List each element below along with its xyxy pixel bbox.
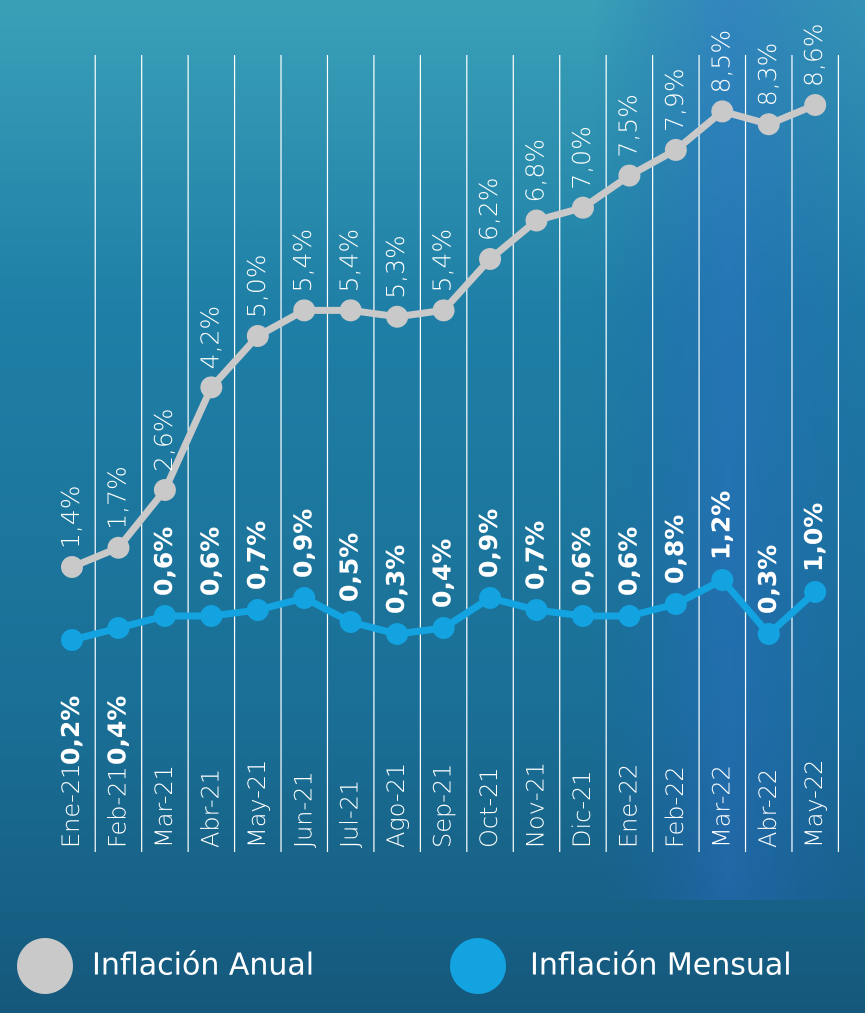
x-tick-label: Abr-21: [196, 769, 224, 848]
x-tick-label: May-21: [243, 760, 271, 848]
data-point: [386, 623, 408, 645]
value-label: 0,6%: [195, 527, 224, 596]
value-label: 0,3%: [381, 545, 410, 614]
x-tick-label: Feb-21: [103, 766, 131, 848]
data-point: [154, 479, 176, 501]
value-label: 4,2%: [195, 306, 224, 370]
value-label: 0,9%: [474, 509, 503, 578]
data-point: [572, 197, 594, 219]
data-point: [154, 605, 176, 627]
x-tick-label: Nov-21: [522, 762, 550, 848]
x-tick-label: Ago-21: [382, 763, 410, 848]
data-point: [293, 587, 315, 609]
x-tick-label: Ene-21: [57, 764, 85, 848]
x-tick-label: Jun-21: [289, 771, 317, 848]
value-label: 7,0%: [567, 126, 596, 190]
value-label: 0,4%: [102, 696, 131, 765]
x-tick-label: Mar-22: [707, 765, 735, 848]
data-point: [247, 599, 269, 621]
value-label: 0,4%: [428, 539, 457, 608]
value-label: 2,6%: [149, 408, 178, 472]
data-point: [572, 605, 594, 627]
value-label: 0,6%: [613, 527, 642, 596]
x-tick-label: Mar-21: [150, 765, 178, 848]
value-label: 6,2%: [474, 177, 503, 241]
data-point: [200, 605, 222, 627]
value-label: 7,5%: [613, 94, 642, 158]
x-tick-label: Abr-22: [754, 769, 782, 848]
data-point: [665, 593, 687, 615]
data-point: [61, 629, 83, 651]
data-point: [200, 376, 222, 398]
value-label: 0,2%: [56, 696, 85, 765]
data-point: [711, 569, 733, 591]
legend-label: Inflación Mensual: [530, 948, 792, 983]
value-label: 5,3%: [381, 235, 410, 299]
data-point: [804, 94, 826, 116]
data-point: [386, 306, 408, 328]
value-label: 0,6%: [149, 527, 178, 596]
data-point: [340, 299, 362, 321]
value-label: 0,5%: [335, 533, 364, 602]
value-label: 1,2%: [706, 491, 735, 560]
value-label: 1,7%: [102, 466, 131, 530]
value-label: 1,0%: [799, 503, 828, 572]
x-tick-label: May-22: [800, 760, 828, 848]
data-point: [618, 165, 640, 187]
data-point: [804, 581, 826, 603]
data-point: [618, 605, 640, 627]
value-label: 7,9%: [660, 68, 689, 132]
data-point: [433, 617, 455, 639]
value-label: 0,8%: [660, 515, 689, 584]
data-point: [247, 325, 269, 347]
value-label: 5,4%: [288, 229, 317, 293]
data-point: [711, 100, 733, 122]
value-label: 8,5%: [706, 30, 735, 94]
value-label: 8,6%: [799, 23, 828, 87]
data-point: [758, 623, 780, 645]
data-point: [758, 113, 780, 135]
value-label: 0,7%: [242, 521, 271, 590]
legend-swatch: [450, 938, 506, 994]
data-point: [526, 599, 548, 621]
x-tick-label: Feb-22: [661, 766, 689, 848]
value-label: 8,3%: [753, 43, 782, 107]
x-tick-label: Jul-21: [336, 780, 364, 848]
value-label: 0,6%: [567, 527, 596, 596]
data-point: [107, 617, 129, 639]
chart: Ene-21 Feb-21 Mar-21 Abr-21 May-21 Jun-21 Jul-…: [0, 0, 865, 1013]
data-point: [107, 537, 129, 559]
legend-swatch: [17, 938, 73, 994]
value-label: 5,4%: [335, 229, 364, 293]
value-label: 1,4%: [56, 485, 85, 549]
data-point: [479, 248, 501, 270]
value-label: 6,8%: [521, 139, 550, 203]
data-point: [61, 556, 83, 578]
x-tick-label: Sep-21: [429, 764, 457, 848]
data-point: [433, 299, 455, 321]
value-label: 0,3%: [753, 545, 782, 614]
data-point: [526, 210, 548, 232]
data-point: [479, 587, 501, 609]
value-label: 5,4%: [428, 229, 457, 293]
legend-label: Inflación Anual: [92, 948, 314, 983]
data-point: [293, 299, 315, 321]
value-label: 0,9%: [288, 509, 317, 578]
x-tick-label: Dic-21: [568, 770, 596, 848]
value-label: 0,7%: [521, 521, 550, 590]
value-label: 5,0%: [242, 254, 271, 318]
data-point: [665, 139, 687, 161]
data-point: [340, 611, 362, 633]
x-tick-label: Oct-21: [475, 767, 503, 848]
x-tick-label: Ene-22: [614, 764, 642, 848]
